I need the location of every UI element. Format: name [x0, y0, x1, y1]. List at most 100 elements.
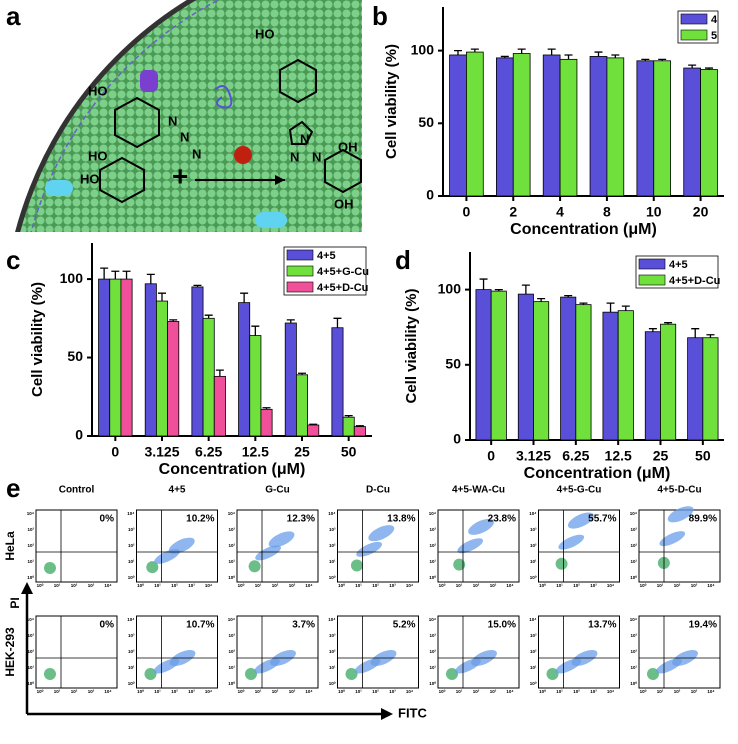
axis-tick-label: 10⁰: [37, 583, 44, 588]
bar: [559, 58, 578, 197]
x-tick-label: 3.125: [516, 448, 551, 464]
bar: [490, 290, 507, 441]
axis-tick-label: 10⁰: [37, 689, 44, 694]
axis-tick-label: 10²: [272, 583, 279, 588]
axis-tick-label: 10²: [128, 543, 135, 548]
axis-tick-label: 10²: [71, 583, 78, 588]
error-bar: [521, 284, 530, 295]
bar: [238, 302, 251, 437]
bar: [560, 296, 577, 441]
y-tick-label: 100: [438, 280, 462, 296]
axis-tick-label: 10⁰: [228, 575, 235, 580]
bar: [653, 60, 672, 197]
axis-arrow: [25, 590, 385, 716]
x-tick-label: 20: [693, 204, 709, 220]
y-tick-label: 50: [445, 356, 461, 372]
y-axis-label: Cell viability (%): [383, 44, 400, 159]
cell-cloud: [168, 537, 195, 554]
error-bar: [621, 305, 630, 311]
y-axis-label: Cell viability (%): [29, 282, 46, 397]
column-label: 4+5: [169, 485, 186, 496]
axis-tick-label: 10²: [171, 689, 178, 694]
bar: [331, 327, 344, 437]
column-label: D-Cu: [366, 485, 390, 496]
axis-tick-label: 10²: [473, 689, 480, 694]
x-tick-label: 6.25: [562, 448, 589, 464]
error-bar: [344, 414, 353, 418]
axis-tick-label: 10³: [490, 689, 497, 694]
axis-tick-label: 10⁰: [539, 689, 546, 694]
axis-tick-label: 10²: [272, 689, 279, 694]
axis-tick-label: 10⁰: [439, 689, 446, 694]
axis-tick-label: 10⁰: [137, 689, 144, 694]
scheme-label: OH: [334, 196, 354, 211]
quadrant-percentage: 10.2%: [186, 514, 214, 525]
panel-label: b: [372, 1, 388, 31]
error-bar: [333, 317, 342, 328]
shape: [255, 212, 287, 228]
axis-tick-label: 10⁰: [640, 689, 647, 694]
axis-tick-label: 10³: [691, 583, 698, 588]
axis-tick-label: 10⁴: [27, 617, 34, 622]
error-bar: [169, 319, 178, 322]
cell-cloud: [248, 560, 261, 573]
bar: [660, 323, 677, 441]
error-bar: [611, 54, 620, 58]
x-axis-label: Concentration (μM): [510, 221, 657, 238]
axis-tick-label: 10³: [27, 633, 34, 638]
row-label: HEK-293: [3, 627, 17, 677]
error-bar: [537, 297, 546, 302]
axis-tick-label: 10⁴: [630, 617, 637, 622]
cell-cloud: [144, 668, 157, 680]
error-bar: [606, 302, 615, 313]
axis-tick-label: 10⁰: [128, 681, 135, 686]
axis-tick-label: 10⁰: [530, 575, 537, 580]
axis-tick-label: 10¹: [355, 583, 362, 588]
axis-tick-label: 10¹: [530, 665, 537, 670]
scheme-label: HO: [88, 148, 108, 163]
legend-swatch: [638, 274, 666, 286]
axis-tick-label: 10³: [128, 527, 135, 532]
error-bar: [193, 284, 202, 287]
error-bar: [688, 64, 697, 69]
cell-cloud: [44, 668, 56, 680]
axis-tick-label: 10²: [372, 583, 379, 588]
axis-tick-label: 10⁴: [328, 617, 335, 622]
bar: [213, 375, 226, 437]
bar: [120, 278, 133, 437]
scheme-label: HO: [255, 26, 275, 41]
bar: [260, 408, 273, 437]
panel-label: d: [395, 245, 411, 275]
scheme-label: N: [192, 146, 201, 161]
axis-tick-label: 10³: [389, 583, 396, 588]
bar: [466, 51, 484, 197]
axis-tick-label: 10¹: [54, 583, 61, 588]
scheme-label: N: [168, 113, 177, 128]
cell-cloud: [350, 559, 363, 572]
quadrant-percentage: 23.8%: [488, 514, 516, 525]
cell-cloud: [345, 668, 358, 680]
axis-tick-label: 10¹: [329, 559, 336, 564]
quadrant-percentage: 13.8%: [387, 514, 415, 525]
column-label: 4+5-G-Cu: [557, 485, 602, 496]
panel-label: c: [6, 245, 20, 275]
shape: [214, 85, 233, 109]
bar: [342, 416, 355, 437]
axis-tick-label: 10⁰: [238, 689, 245, 694]
cell-cloud: [567, 512, 594, 529]
bar: [606, 57, 625, 197]
cell-cloud: [659, 531, 686, 547]
cell-cloud: [368, 525, 395, 542]
bar: [533, 301, 550, 441]
error-bar: [479, 278, 488, 290]
axis-tick-label: 10⁴: [205, 689, 212, 694]
axis-tick-label: 10³: [590, 583, 597, 588]
axis-tick-label: 10⁰: [530, 681, 537, 686]
axis-tick-label: 10⁰: [228, 681, 235, 686]
axis-tick-label: 10³: [188, 689, 195, 694]
error-bar: [494, 288, 503, 292]
axis-tick-label: 10¹: [27, 559, 34, 564]
error-bar: [453, 49, 462, 55]
axis-tick-label: 10³: [691, 689, 698, 694]
axis-tick-label: 10²: [473, 583, 480, 588]
